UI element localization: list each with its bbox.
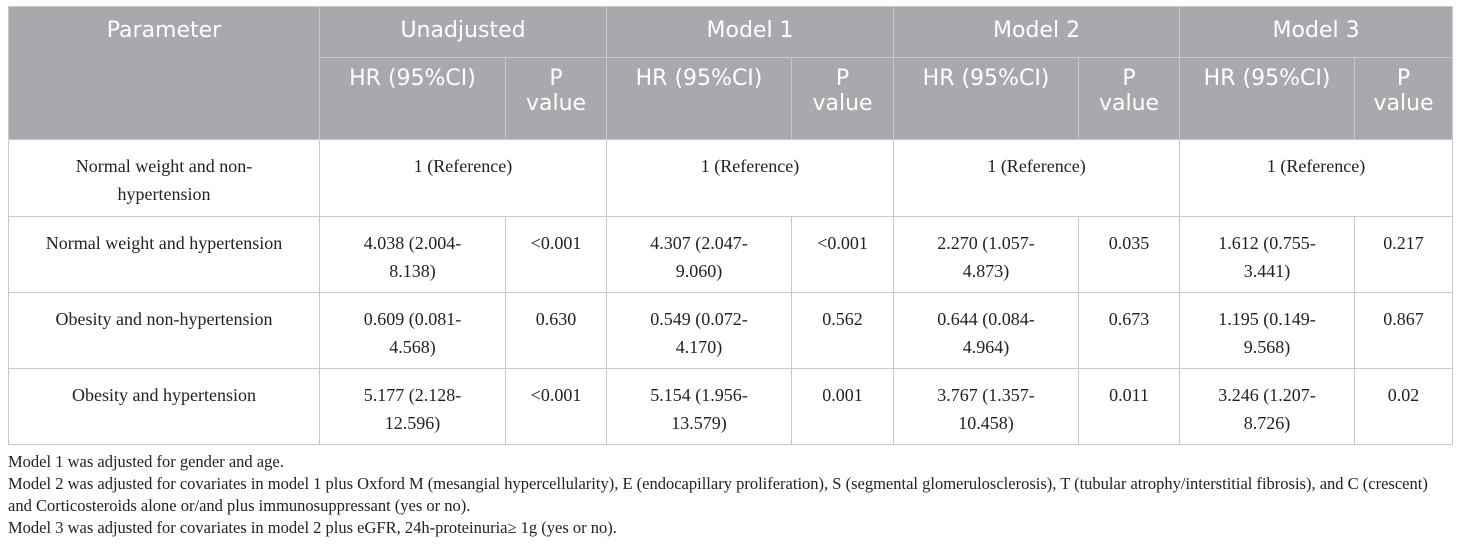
p-cell: 0.001: [791, 368, 895, 445]
header-p-line1: P: [1396, 66, 1411, 91]
hr-line2: 4.873): [962, 261, 1010, 281]
hr-line1: 0.609 (0.081-: [363, 309, 462, 329]
hr-line2: 13.579): [671, 413, 727, 433]
hr-line1: 2.270 (1.057-: [937, 233, 1035, 253]
hr-line1: 4.038 (2.004-: [363, 233, 462, 253]
hr-line1: 1.612 (0.755-: [1218, 233, 1316, 253]
header-row-groups: Parameter Unadjusted Model 1 Model 2 Mod…: [8, 6, 1454, 140]
p-cell: 0.673: [1078, 292, 1181, 369]
hr-line2: 3.441): [1243, 261, 1291, 281]
header-model-1: Model 1: [606, 6, 895, 58]
p-cell: 0.867: [1354, 292, 1454, 369]
header-hr: HR (95%CI): [1179, 57, 1356, 140]
hr-cell: 5.154 (1.956- 13.579): [606, 368, 793, 445]
hr-cell: 1.195 (0.149- 9.568): [1179, 292, 1356, 369]
hazard-ratio-table: Parameter Unadjusted Model 1 Model 2 Mod…: [8, 6, 1454, 445]
hr-line2: 9.060): [675, 261, 723, 281]
hr-line1: 0.549 (0.072-: [650, 309, 748, 329]
header-parameter: Parameter: [8, 6, 320, 140]
reference-cell: 1 (Reference): [1179, 139, 1454, 217]
header-hr: HR (95%CI): [319, 57, 506, 140]
table-row: Obesity and non-hypertension 0.609 (0.08…: [8, 292, 1454, 369]
hr-line2: 4.170): [675, 337, 723, 357]
hr-line2: 10.458): [958, 413, 1014, 433]
p-cell: 0.630: [504, 292, 608, 369]
hr-line1: 1.195 (0.149-: [1218, 309, 1316, 329]
hr-line2: 4.568): [389, 337, 436, 357]
row-label: Obesity and hypertension: [8, 368, 320, 445]
header-p-line1: P: [549, 66, 563, 91]
header-model-3: Model 3: [1179, 6, 1454, 58]
hr-line1: 5.154 (1.956-: [650, 385, 748, 405]
hr-cell: 5.177 (2.128- 12.596): [319, 368, 506, 445]
hr-line1: 0.644 (0.084-: [937, 309, 1035, 329]
header-p-line1: P: [835, 66, 850, 91]
footnote-model-1: Model 1 was adjusted for gender and age.: [8, 452, 284, 471]
p-cell: 0.02: [1354, 368, 1454, 445]
hr-cell: 2.270 (1.057- 4.873): [893, 216, 1080, 293]
row-label-line1: Normal weight and non-: [75, 156, 253, 176]
hr-line1: 4.307 (2.047-: [650, 233, 748, 253]
header-hr: HR (95%CI): [893, 57, 1080, 140]
p-cell: <0.001: [791, 216, 895, 293]
p-cell: 0.035: [1078, 216, 1181, 293]
footnote-model-3: Model 3 was adjusted for covariates in m…: [8, 518, 617, 537]
hr-cell: 0.609 (0.081- 4.568): [319, 292, 506, 369]
header-p-line2: value: [1373, 91, 1434, 116]
row-label-line2: hypertension: [117, 184, 211, 204]
header-hr: HR (95%CI): [606, 57, 793, 140]
hr-line1: 3.767 (1.357-: [937, 385, 1035, 405]
table-row: Normal weight and hypertension 4.038 (2.…: [8, 216, 1454, 293]
footnote-model-2: Model 2 was adjusted for covariates in m…: [8, 474, 1428, 515]
row-label: Normal weight and non-hypertension: [8, 139, 320, 217]
reference-cell: 1 (Reference): [606, 139, 895, 217]
p-cell: 0.217: [1354, 216, 1454, 293]
hr-line2: 8.726): [1243, 413, 1291, 433]
header-p-line2: value: [525, 91, 587, 116]
header-model-2: Model 2: [893, 6, 1181, 58]
p-cell: 0.562: [791, 292, 895, 369]
results-table-container: Parameter Unadjusted Model 1 Model 2 Mod…: [8, 6, 1454, 445]
hr-cell: 4.307 (2.047- 9.060): [606, 216, 793, 293]
hr-cell: 4.038 (2.004- 8.138): [319, 216, 506, 293]
table-footnotes: Model 1 was adjusted for gender and age.…: [8, 451, 1452, 539]
table-row: Obesity and hypertension 5.177 (2.128- 12…: [8, 368, 1454, 445]
hr-line2: 4.964): [962, 337, 1010, 357]
hr-cell: 3.246 (1.207- 8.726): [1179, 368, 1356, 445]
hr-cell: 0.549 (0.072- 4.170): [606, 292, 793, 369]
hr-line1: 5.177 (2.128-: [363, 385, 462, 405]
row-label: Obesity and non-hypertension: [8, 292, 320, 369]
p-cell: 0.011: [1078, 368, 1181, 445]
hr-line2: 9.568): [1243, 337, 1291, 357]
hr-line2: 12.596): [384, 413, 441, 433]
hr-line2: 8.138): [389, 261, 436, 281]
hr-cell: 3.767 (1.357- 10.458): [893, 368, 1080, 445]
header-p-line1: P: [1122, 66, 1136, 91]
p-cell: <0.001: [504, 368, 608, 445]
reference-cell: 1 (Reference): [318, 139, 608, 217]
reference-cell: 1 (Reference): [893, 139, 1181, 217]
p-cell: <0.001: [504, 216, 608, 293]
row-label: Normal weight and hypertension: [8, 216, 320, 293]
header-unadjusted: Unadjusted: [318, 6, 608, 58]
header-p-line2: value: [1098, 91, 1160, 116]
table-row-reference: Normal weight and non-hypertension 1 (Re…: [8, 139, 1454, 217]
header-p-line2: value: [812, 91, 873, 116]
hr-cell: 1.612 (0.755- 3.441): [1179, 216, 1356, 293]
hr-line1: 3.246 (1.207-: [1218, 385, 1316, 405]
hr-cell: 0.644 (0.084- 4.964): [893, 292, 1080, 369]
